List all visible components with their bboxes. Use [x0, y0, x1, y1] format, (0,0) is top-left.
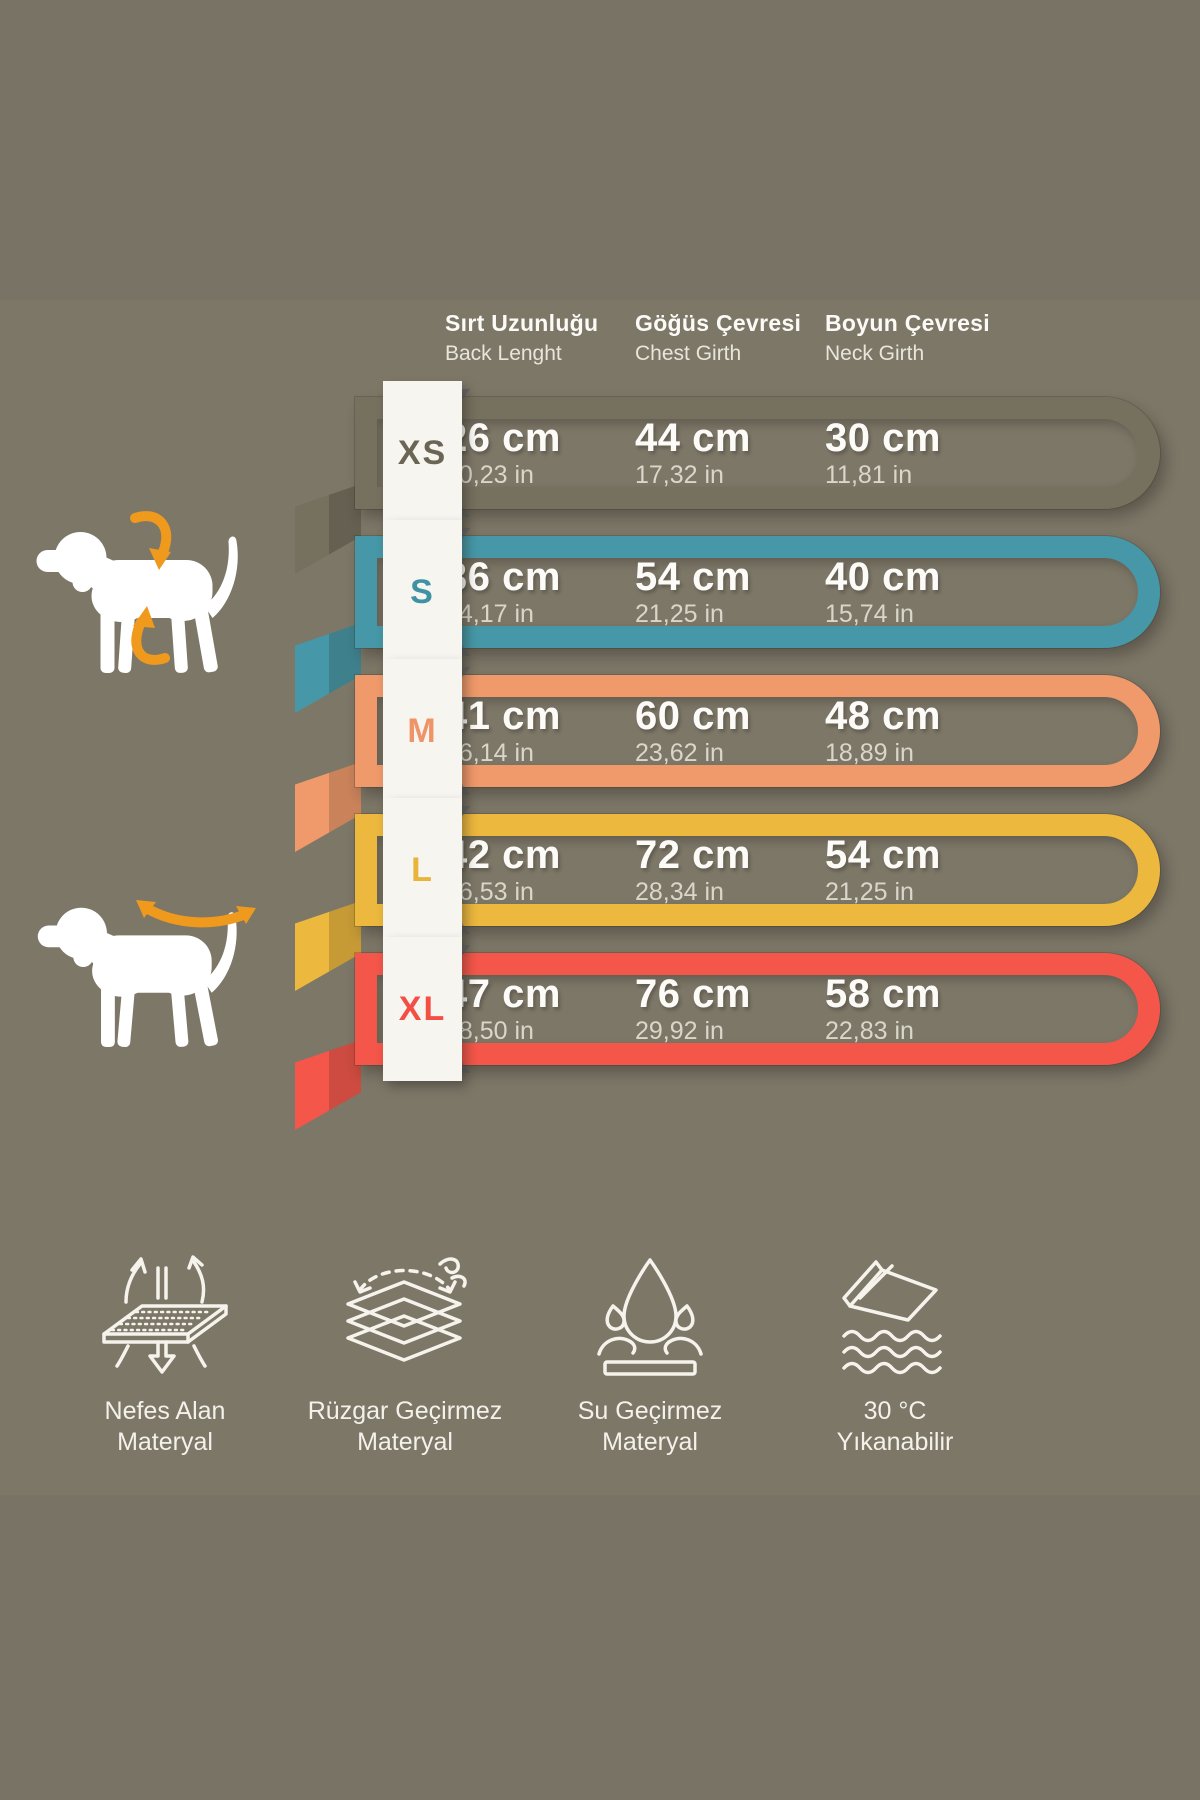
- collar-band-m: [355, 675, 1160, 787]
- column-headers: Sırt Uzunluğu Back Lenght Göğüs Çevresi …: [445, 310, 1010, 366]
- cell-chest-girth: 72 cm 28,34 in: [635, 833, 751, 906]
- feature-label: Nefes Alan Materyal: [104, 1397, 226, 1457]
- feature-windproof: Rüzgar Geçirmez Materyal: [290, 1248, 520, 1459]
- feature-waterproof: Su Geçirmez Materyal: [535, 1248, 765, 1459]
- cell-chest-girth: 54 cm 21,25 in: [635, 555, 751, 628]
- size-row-l: L 42 cm 16,53 in 72 cm 28,34 in 54 cm 21,25…: [0, 798, 1200, 991]
- header-chest-girth-tr: Göğüs Çevresi: [635, 310, 802, 336]
- cell-neck-girth: 30 cm 11,81 in: [825, 416, 941, 489]
- feature-label: Rüzgar Geçirmez Materyal: [307, 1397, 503, 1457]
- breathable-material-icon: [102, 1255, 228, 1374]
- size-tab-xs: XS: [383, 381, 470, 525]
- size-row-s: S 36 cm 14,17 in 54 cm 21,25 in 40 cm 15,74…: [0, 520, 1200, 713]
- size-tab-l: L: [383, 798, 470, 942]
- cell-neck-girth: 40 cm 15,74 in: [825, 555, 941, 628]
- dog-icon: [36, 532, 238, 673]
- row-values: 26 cm 10,23 in 44 cm 17,32 in 30 cm 11,81 i…: [445, 418, 1005, 488]
- dog-silhouette-back-length: [22, 884, 267, 1052]
- column-header-neck-girth: Boyun Çevresi Neck Girth: [825, 310, 1010, 366]
- letterbox-bottom: [0, 1495, 1200, 1800]
- collar-band-xl: [355, 953, 1160, 1065]
- column-header-back-length: Sırt Uzunluğu Back Lenght: [445, 310, 635, 366]
- waterproof-material-icon: [597, 1258, 703, 1376]
- cell-back-length: 41 cm 16,14 in: [445, 694, 561, 767]
- row-values: 47 cm 18,50 in 76 cm 29,92 in 58 cm 22,83 i…: [445, 974, 1005, 1044]
- cell-back-length: 26 cm 10,23 in: [445, 416, 561, 489]
- cell-neck-girth: 58 cm 22,83 in: [825, 972, 941, 1045]
- cell-chest-girth: 60 cm 23,62 in: [635, 694, 751, 767]
- feature-label: Su Geçirmez Materyal: [577, 1397, 723, 1457]
- header-back-length-en: Back Lenght: [445, 342, 562, 365]
- dog-icon: [37, 907, 237, 1048]
- row-values: 41 cm 16,14 in 60 cm 23,62 in 48 cm 18,89 i…: [445, 696, 1005, 766]
- cell-neck-girth: 54 cm 21,25 in: [825, 833, 941, 906]
- washable-30c-icon: [842, 1260, 942, 1375]
- feature-label: 30 °C Yıkanabilir: [836, 1397, 954, 1457]
- collar-band-xs: [355, 397, 1160, 509]
- cell-back-length: 36 cm 14,17 in: [445, 555, 561, 628]
- windproof-material-icon: [346, 1257, 467, 1362]
- feature-breathable: Nefes Alan Materyal: [50, 1248, 280, 1459]
- column-header-chest-girth: Göğüs Çevresi Chest Girth: [635, 310, 825, 366]
- cell-chest-girth: 76 cm 29,92 in: [635, 972, 751, 1045]
- size-row-m: M 41 cm 16,14 in 60 cm 23,62 in 48 cm 18,89…: [0, 659, 1200, 852]
- cell-back-length: 42 cm 16,53 in: [445, 833, 561, 906]
- size-tab-s: S: [383, 520, 470, 664]
- size-tab-m: M: [383, 659, 470, 803]
- chest-girth-arrow-icon: [130, 511, 172, 665]
- header-neck-girth-en: Neck Girth: [825, 342, 925, 365]
- feature-washable: 30 °C Yıkanabilir: [780, 1248, 1010, 1459]
- header-chest-girth-en: Chest Girth: [635, 342, 742, 365]
- header-neck-girth-tr: Boyun Çevresi: [825, 310, 990, 336]
- header-back-length-tr: Sırt Uzunluğu: [445, 310, 599, 336]
- size-row-xs: XS 26 cm 10,23 in 44 cm 17,32 in 30 cm 11,8…: [0, 381, 1200, 574]
- back-length-arrow-icon: [136, 900, 256, 928]
- size-tab-xl: XL: [383, 937, 470, 1081]
- collar-band-l: [355, 814, 1160, 926]
- row-values: 36 cm 14,17 in 54 cm 21,25 in 40 cm 15,74 i…: [445, 557, 1005, 627]
- cell-neck-girth: 48 cm 18,89 in: [825, 694, 941, 767]
- dog-silhouette-chest-girth: [22, 508, 267, 678]
- collar-strap-end: [295, 1040, 361, 1130]
- letterbox-top: [0, 0, 1200, 300]
- cell-chest-girth: 44 cm 17,32 in: [635, 416, 751, 489]
- cell-back-length: 47 cm 18,50 in: [445, 972, 561, 1045]
- row-values: 42 cm 16,53 in 72 cm 28,34 in 54 cm 21,25 i…: [445, 835, 1005, 905]
